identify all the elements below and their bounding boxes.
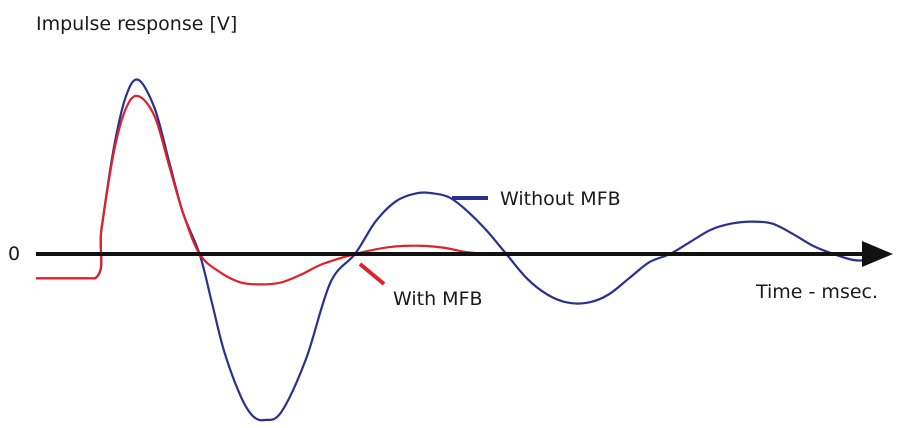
series-line-with-mfb — [36, 94, 486, 286]
legend-with-mfb-label: With MFB — [393, 288, 483, 310]
x-axis-arrowhead — [862, 241, 893, 267]
legend-without-mfb-label: Without MFB — [500, 188, 621, 210]
zero-tick-label: 0 — [8, 243, 20, 265]
legend-with-mfb-line — [358, 262, 386, 286]
y-axis-label: Impulse response [V] — [36, 13, 237, 35]
series-layer — [36, 78, 875, 422]
x-axis-label: Time - msec. — [755, 281, 878, 303]
